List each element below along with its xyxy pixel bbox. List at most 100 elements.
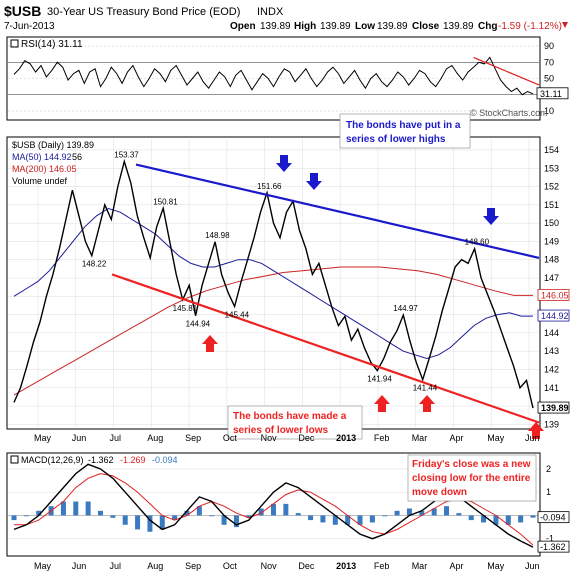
down-triangle-icon [562,22,568,28]
chg-value: -1.59 (-1.12%) [498,21,562,32]
macd-right-badge [537,540,570,553]
callout-box [227,405,363,440]
x-tick-label: Mar [412,433,428,443]
rsi-axis: 9070503010 [544,41,554,116]
rsi-last-value: 31.11 [540,89,562,99]
macd-hist-bar [419,510,425,516]
price-axis: 1541531521511501491481471461451441431421… [544,145,559,429]
price-right-badge [537,401,570,414]
macd-hist-bar [221,515,227,525]
low-value: 139.89 [377,21,408,32]
macd-right-value: -0.094 [540,513,566,523]
price-tick: 153 [544,163,559,173]
date-label: 7-Jun-2013 [4,21,55,32]
callout-line-2: series of lower highs [346,134,446,145]
legend-price: $USB (Daily) 139.89 [12,140,94,150]
x-axis-price: May Jun Jul Aug Sep Oct Nov Dec 2013 Feb Mar Apr May… [34,433,540,443]
macd-hist-bar [394,510,400,516]
macd-hist-bar [23,515,29,517]
x-tick-label: Jun [72,561,87,571]
x-tick-label: Aug [147,561,163,571]
price-tick: 141 [544,383,559,393]
macd-hist-bar [295,513,301,516]
x-tick-label: Oct [223,433,238,443]
price-tick: 151 [544,200,559,210]
price-annotation: 148.60 [465,238,490,247]
x-tick-label: 2013 [336,561,356,571]
red-up-arrow-icon [374,395,390,412]
price-tick: 152 [544,182,559,192]
price-tick: 149 [544,236,559,246]
x-tick-label: Mar [412,561,428,571]
rsi-tick: 50 [544,74,554,84]
macd-legend-signal: -1.269 [120,455,146,465]
macd-tick: -1 [546,534,554,544]
macd-hist-bar [73,501,79,516]
high-value: 139.89 [320,21,351,32]
macd-signal-line [14,473,534,546]
macd-hist-bar [481,515,487,523]
macd-hist-bar [60,501,66,516]
red-up-arrow-icon [419,395,435,412]
macd-hist-bar [406,508,412,516]
x-tick-label: May [487,561,505,571]
x-tick-label: Jun [72,433,87,443]
price-annotation: 153.37 [114,150,139,159]
callout-line-1: The bonds have made a [233,411,347,422]
price-annotation: 144.94 [186,320,211,329]
price-line [13,158,534,409]
blue-down-arrow-icon [276,155,292,172]
macd-legend-macd: -1.362 [88,455,114,465]
callout-lower-highs: The bonds have put in a series of lower … [339,113,471,149]
macd-hist-bar [159,515,165,530]
macd-axis: 210-1 [546,464,554,544]
x-tick-label: Nov [261,433,278,443]
macd-hist-bar [369,515,375,523]
macd-hist-bar [283,503,289,516]
callout-line-2: closing low for the entire [412,473,531,484]
price-annotation: 145.44 [225,311,250,320]
symbol: $USB [4,3,41,19]
legend-overlap-value: 56 [72,152,82,162]
callout-box [339,113,471,149]
macd-right-labels: -0.094 -1.362 [537,511,570,553]
lower-lows-trendline [111,273,540,424]
price-right-value: 146.05 [541,290,569,300]
macd-panel: MACD(12,26,9) -1.362 -1.269 -0.094 Frida… [6,452,570,557]
macd-hist-bar [444,506,449,516]
rsi-last-badge [536,87,569,100]
ma200-line [13,266,533,396]
price-annotation: 148.22 [82,260,107,269]
ma50-line [13,207,533,360]
macd-legend-label: MACD(12,26,9) [21,455,84,465]
price-tick: 148 [544,255,559,265]
x-tick-label: May [34,433,52,443]
macd-hist-bar [320,515,326,523]
macd-hist-bar [505,515,511,525]
macd-hist-bar [233,515,239,528]
price-right-badge [537,309,570,322]
x-tick-label: 2013 [336,433,356,443]
x-tick-label: Apr [449,561,463,571]
price-tick: 147 [544,273,559,283]
macd-hist-bar [308,515,314,521]
x-tick-label: Feb [374,433,390,443]
callout-line-1: The bonds have put in a [346,120,461,131]
legend-ma50: MA(50) 144.92 [12,152,72,162]
blue-down-arrow-icon [483,208,499,225]
macd-right-badge [537,511,570,524]
exchange: INDX [257,6,284,18]
legend-ma200: MA(200) 146.05 [12,164,77,174]
arrows [202,155,544,439]
close-label: Close [412,21,440,32]
callout-new-low: Friday's close was a new closing low for… [407,454,537,502]
instrument-name: 30-Year US Treasury Bond Price (EOD) [47,6,240,18]
callout-box [407,454,537,502]
price-tick: 139 [544,419,559,429]
rsi-tick: 10 [544,106,554,116]
price-legend: $USB (Daily) 139.89 MA(50) 144.92 56 MA(… [12,140,94,186]
rsi-line [13,56,534,96]
macd-hist-bar [98,510,103,516]
macd-hist-bar [271,503,276,516]
price-tick: 154 [544,145,559,155]
